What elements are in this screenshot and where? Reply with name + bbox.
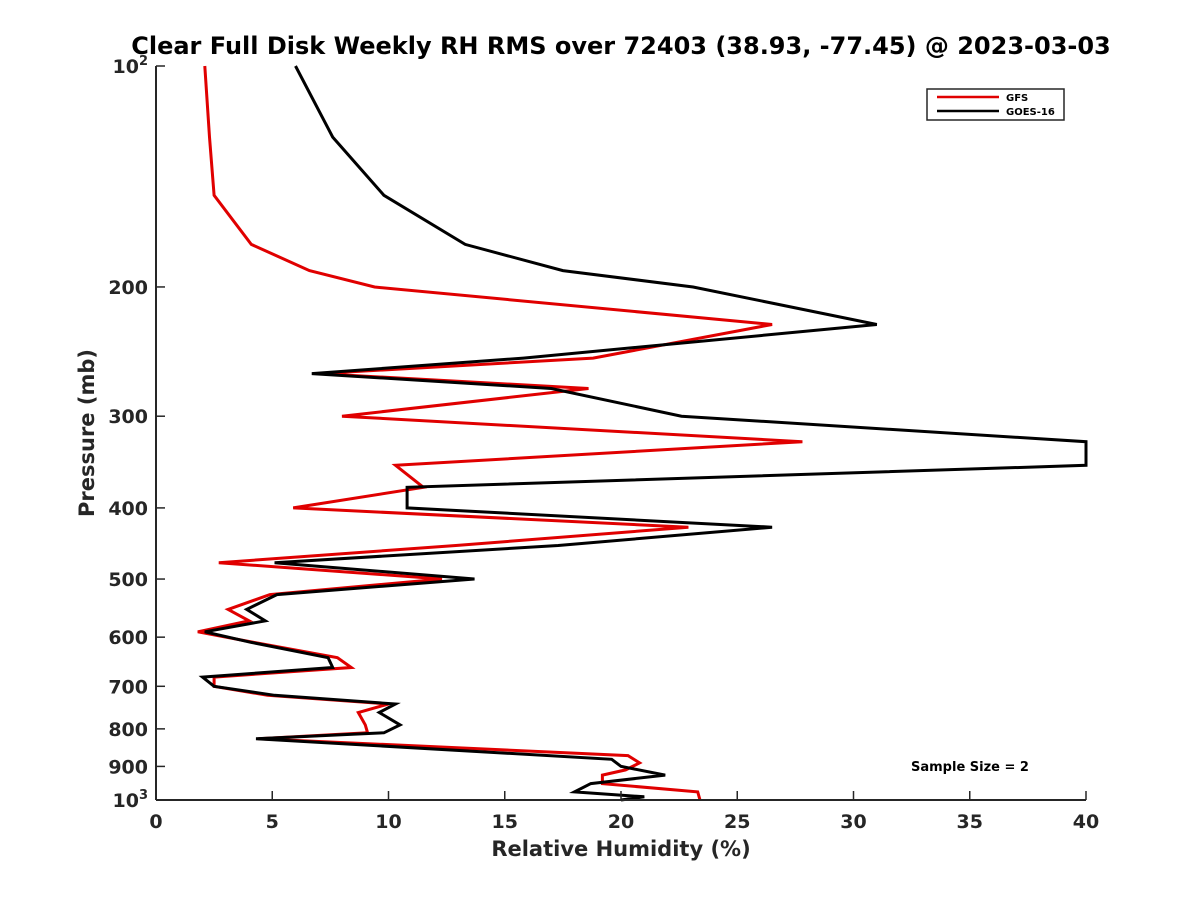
y-tick-label: 600	[108, 627, 148, 649]
y-tick-label: 700	[108, 676, 148, 698]
x-tick-label: 35	[957, 811, 983, 833]
x-ticks: 0 5 10 15 20 25 30 35 40	[149, 791, 1099, 833]
y-tick-label: 900	[108, 756, 148, 778]
legend: GFS GOES-16	[926, 88, 1065, 121]
y-tick-label: 400	[108, 498, 148, 520]
x-tick-label: 30	[840, 811, 866, 833]
x-tick-label: 25	[724, 811, 750, 833]
x-tick-label: 0	[149, 811, 162, 833]
series-layer	[197, 65, 1088, 802]
y-tick-label: 500	[108, 569, 148, 591]
y-tick-label: 300	[108, 406, 148, 428]
legend-box	[926, 88, 1065, 121]
y-axis-label: Pressure (mb)	[75, 349, 99, 517]
legend-label-goes-16: GOES-16	[1006, 107, 1055, 118]
sample-size-annotation: Sample Size = 2	[911, 760, 1029, 775]
chart-title: Clear Full Disk Weekly RH RMS over 72403…	[131, 32, 1111, 60]
x-tick-label: 5	[266, 811, 279, 833]
x-tick-label: 15	[492, 811, 518, 833]
series-line-goes-16	[198, 65, 1088, 802]
y-tick-label: 103	[113, 788, 149, 812]
x-tick-label: 40	[1073, 811, 1099, 833]
plot-area: 0 5 10 15 20 25 30 35 40 102 200 300 400 500 600 700 80…	[108, 54, 1099, 833]
y-tick-label: 102	[113, 54, 149, 78]
x-tick-label: 20	[608, 811, 634, 833]
legend-label-gfs: GFS	[1006, 93, 1028, 104]
y-tick-label: 800	[108, 719, 148, 741]
x-axis-label: Relative Humidity (%)	[491, 837, 750, 861]
y-ticks: 102 200 300 400 500 600 700 800 900 103	[108, 54, 165, 812]
x-tick-label: 10	[375, 811, 401, 833]
y-tick-label: 200	[108, 277, 148, 299]
